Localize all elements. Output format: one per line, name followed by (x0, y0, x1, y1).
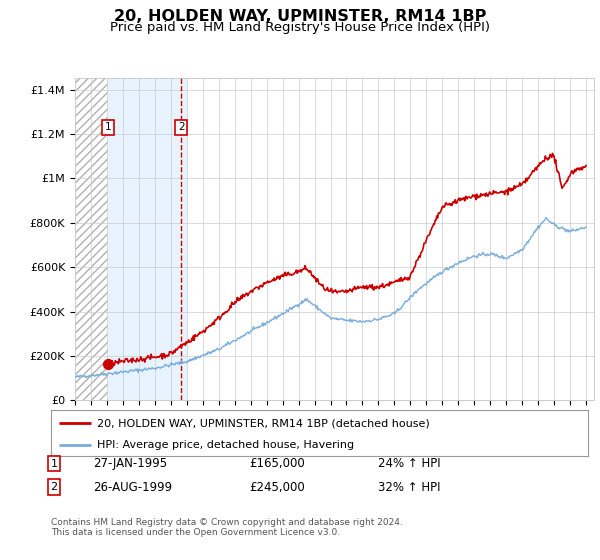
Text: Contains HM Land Registry data © Crown copyright and database right 2024.
This d: Contains HM Land Registry data © Crown c… (51, 518, 403, 538)
Text: £165,000: £165,000 (249, 457, 305, 470)
Text: 2: 2 (50, 482, 58, 492)
Text: 1: 1 (50, 459, 58, 469)
Text: 27-JAN-1995: 27-JAN-1995 (93, 457, 167, 470)
Text: Price paid vs. HM Land Registry's House Price Index (HPI): Price paid vs. HM Land Registry's House … (110, 21, 490, 34)
Text: £245,000: £245,000 (249, 480, 305, 494)
Text: 20, HOLDEN WAY, UPMINSTER, RM14 1BP: 20, HOLDEN WAY, UPMINSTER, RM14 1BP (114, 9, 486, 24)
Text: 20, HOLDEN WAY, UPMINSTER, RM14 1BP (detached house): 20, HOLDEN WAY, UPMINSTER, RM14 1BP (det… (97, 418, 430, 428)
Text: 2: 2 (178, 122, 185, 132)
Text: 32% ↑ HPI: 32% ↑ HPI (378, 480, 440, 494)
Text: HPI: Average price, detached house, Havering: HPI: Average price, detached house, Have… (97, 440, 354, 450)
Text: 1: 1 (105, 122, 112, 132)
Bar (75, 78, 108, 400)
Bar (108, 78, 187, 400)
Text: 24% ↑ HPI: 24% ↑ HPI (378, 457, 440, 470)
Text: 26-AUG-1999: 26-AUG-1999 (93, 480, 172, 494)
